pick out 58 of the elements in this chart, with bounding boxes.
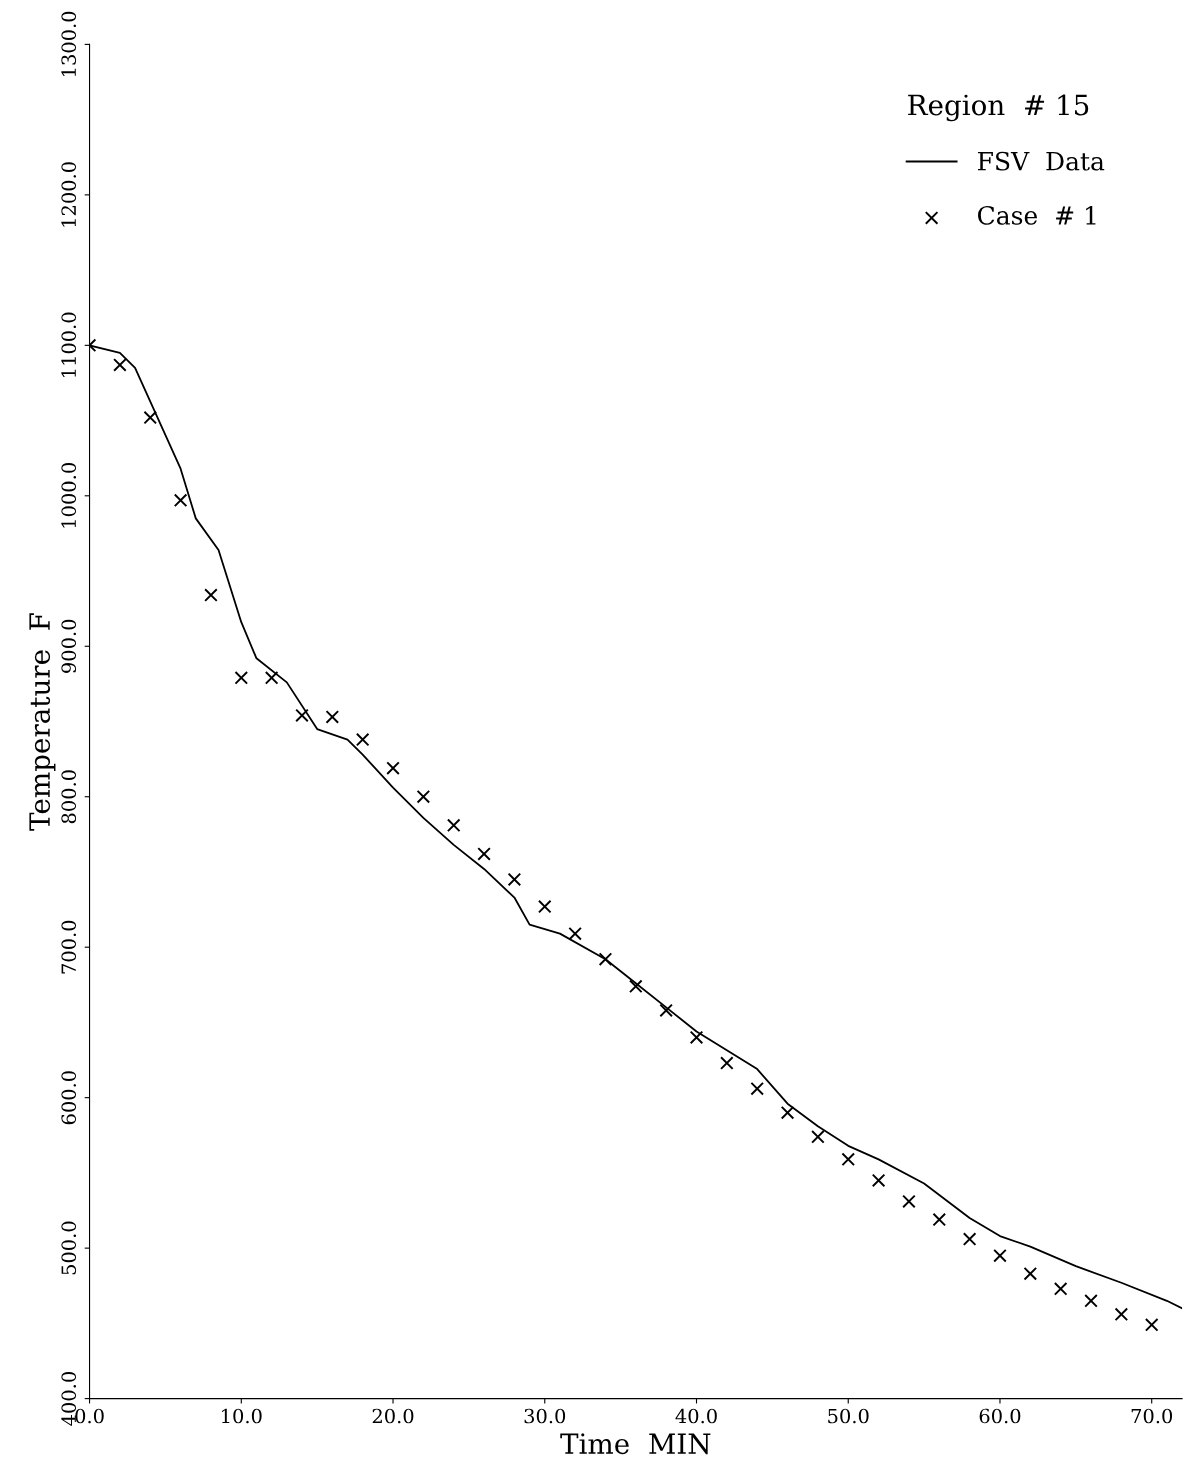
point xyxy=(1144,1318,1159,1332)
point xyxy=(780,1105,795,1120)
y-tick-label: 1100.0 xyxy=(61,312,77,377)
point xyxy=(143,410,158,425)
point xyxy=(902,1194,916,1209)
point xyxy=(537,899,552,914)
point xyxy=(416,789,431,804)
point xyxy=(811,1130,825,1144)
legend-label: Case # 1 xyxy=(978,205,1096,225)
y-tick-label: 1000.0 xyxy=(61,463,77,528)
y-tick-label: 1200.0 xyxy=(61,162,77,227)
point xyxy=(993,1248,1007,1263)
point xyxy=(629,979,643,994)
x-tick-label: 20.0 xyxy=(372,1408,414,1424)
point xyxy=(113,358,127,372)
point xyxy=(598,952,613,967)
point xyxy=(507,872,522,887)
point xyxy=(750,1081,764,1096)
x-tick-label: 40.0 xyxy=(675,1408,717,1424)
point xyxy=(659,1003,673,1018)
x-axis-title: Time MIN xyxy=(560,1433,711,1455)
point xyxy=(204,588,218,602)
point xyxy=(568,926,582,941)
x-tick-label: 10.0 xyxy=(222,1408,262,1424)
point xyxy=(446,818,461,833)
point xyxy=(355,732,370,747)
x-tick-label: 70.0 xyxy=(1131,1408,1173,1424)
y-tick-label: 600.0 xyxy=(61,1071,77,1125)
y-tick-label: 500.0 xyxy=(61,1221,77,1275)
y-tick-label: 400.0 xyxy=(61,1372,77,1426)
y-tick-label: 1300.0 xyxy=(61,11,77,77)
y-tick-label: 900.0 xyxy=(61,619,77,673)
point xyxy=(1053,1281,1068,1296)
point xyxy=(295,708,309,723)
point xyxy=(1114,1307,1129,1322)
point xyxy=(325,710,340,724)
point xyxy=(720,1056,734,1070)
x-tick-label: 30.0 xyxy=(524,1408,566,1424)
point xyxy=(1084,1294,1098,1308)
x-tick-label: 60.0 xyxy=(979,1408,1021,1424)
point xyxy=(173,493,188,508)
point xyxy=(871,1173,886,1188)
legend-label: FSV Data xyxy=(977,151,1105,171)
legend-title: Region # 15 xyxy=(908,94,1089,122)
y-tick-label: 800.0 xyxy=(61,770,77,824)
point xyxy=(477,847,491,861)
point xyxy=(932,1212,947,1227)
point xyxy=(1023,1266,1038,1281)
y-axis-title: Temperature F xyxy=(29,613,56,831)
point xyxy=(962,1232,977,1246)
point xyxy=(386,761,400,775)
x-tick-label: 0.0 xyxy=(75,1408,104,1424)
point xyxy=(841,1152,856,1167)
point xyxy=(264,671,279,685)
x-tick-label: 50.0 xyxy=(828,1408,869,1424)
point xyxy=(689,1030,704,1045)
y-tick-label: 700.0 xyxy=(61,920,77,974)
point xyxy=(234,671,249,685)
